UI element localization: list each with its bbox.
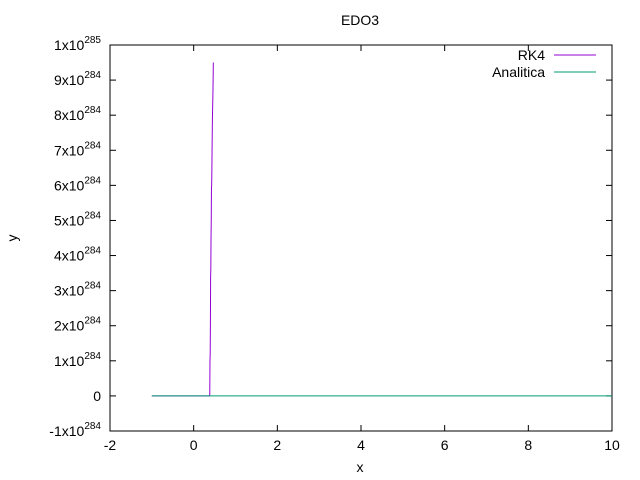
y-tick-mantissa: -1x10 (49, 423, 84, 439)
y-tick-label: 9x10284 (54, 70, 101, 88)
y-tick-mantissa: 1x10 (54, 353, 85, 369)
series-line-rk4 (151, 62, 214, 397)
y-tick-mantissa: 6x10 (54, 177, 85, 193)
legend-label: Analitica (492, 64, 545, 80)
y-tick-exponent: 284 (84, 175, 101, 186)
y-tick-exponent: 284 (84, 105, 101, 116)
x-tick-label: -2 (104, 437, 117, 453)
legend-label: RK4 (518, 47, 545, 63)
y-tick-label: 1x10284 (54, 351, 101, 369)
chart-title: EDO3 (341, 12, 379, 28)
y-tick-mantissa: 0 (93, 388, 101, 404)
y-tick-mantissa: 7x10 (54, 142, 85, 158)
y-tick-exponent: 285 (84, 35, 101, 46)
y-tick-exponent: 284 (84, 421, 101, 432)
y-tick-exponent: 284 (84, 140, 101, 151)
y-tick-label: -1x10284 (49, 421, 101, 439)
y-tick-mantissa: 2x10 (54, 318, 85, 334)
series-layer (151, 62, 612, 397)
x-tick-label: 0 (190, 437, 198, 453)
y-tick-mantissa: 1x10 (54, 37, 85, 53)
y-tick-mantissa: 4x10 (54, 248, 85, 264)
x-axis-label: x (357, 459, 364, 475)
y-tick-label: 0 (93, 388, 101, 404)
y-tick-exponent: 284 (84, 210, 101, 221)
y-tick-label: 4x10284 (54, 246, 101, 264)
y-tick-mantissa: 9x10 (54, 72, 85, 88)
plot-border (109, 44, 613, 432)
y-tick-label: 1x10285 (54, 35, 101, 53)
y-tick-label: 3x10284 (54, 281, 101, 299)
y-tick-label: 7x10284 (54, 140, 101, 158)
y-tick-label: 5x10284 (54, 210, 101, 228)
y-tick-exponent: 284 (84, 246, 101, 257)
x-axis-ticks: -2 0 2 4 6 8 10 (104, 45, 620, 453)
plot-frame (109, 44, 613, 432)
x-tick-label: 2 (273, 437, 281, 453)
y-tick-mantissa: 8x10 (54, 107, 85, 123)
x-tick-label: 4 (357, 437, 365, 453)
y-tick-mantissa: 3x10 (54, 283, 85, 299)
x-tick-label: 8 (524, 437, 532, 453)
y-axis-label: y (4, 235, 20, 242)
y-tick-label: 6x10284 (54, 175, 101, 193)
y-tick-label: 8x10284 (54, 105, 101, 123)
x-tick-label: 6 (441, 437, 449, 453)
y-tick-exponent: 284 (84, 281, 101, 292)
y-tick-exponent: 284 (84, 351, 101, 362)
y-axis-ticks: -1x1028401x102842x102843x102844x102845x1… (49, 35, 612, 439)
y-tick-mantissa: 5x10 (54, 212, 85, 228)
y-tick-label: 2x10284 (54, 316, 101, 334)
y-tick-exponent: 284 (84, 70, 101, 81)
x-tick-label: 10 (604, 437, 620, 453)
y-tick-exponent: 284 (84, 316, 101, 327)
